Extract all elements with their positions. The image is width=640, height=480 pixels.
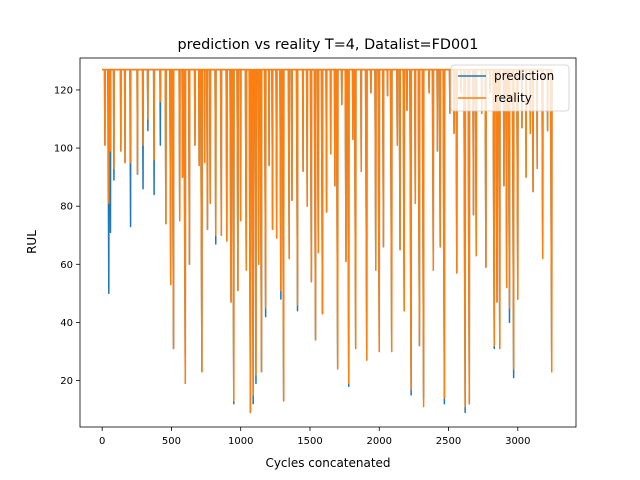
x-tick-label: 1000 xyxy=(228,436,253,447)
y-tick-label: 20 xyxy=(60,376,73,387)
x-axis-ticks: 0 500 1000 1500 2000 2500 3000 xyxy=(99,427,531,447)
x-tick-label: 500 xyxy=(162,436,181,447)
chart-title: prediction vs reality T=4, Datalist=FD00… xyxy=(178,37,479,53)
plot-frame xyxy=(79,57,577,428)
y-tick-label: 100 xyxy=(54,144,73,155)
y-tick-label: 60 xyxy=(60,260,73,271)
x-tick-label: 2000 xyxy=(367,436,392,447)
x-axis-label: Cycles concatenated xyxy=(265,456,390,470)
x-tick-label: 1500 xyxy=(297,436,322,447)
legend-label-prediction: prediction xyxy=(494,69,554,83)
y-axis-label: RUL xyxy=(25,230,39,254)
legend-label-reality: reality xyxy=(494,91,532,105)
chart-legend: prediction reality xyxy=(450,64,570,112)
y-tick-label: 120 xyxy=(54,85,73,96)
x-tick-label: 3000 xyxy=(505,436,530,447)
x-tick-label: 2500 xyxy=(436,436,461,447)
x-tick-label: 0 xyxy=(99,436,105,447)
y-tick-label: 80 xyxy=(60,202,73,213)
y-tick-label: 40 xyxy=(60,318,73,329)
y-axis-ticks: 20 40 60 80 100 120 xyxy=(54,85,80,387)
